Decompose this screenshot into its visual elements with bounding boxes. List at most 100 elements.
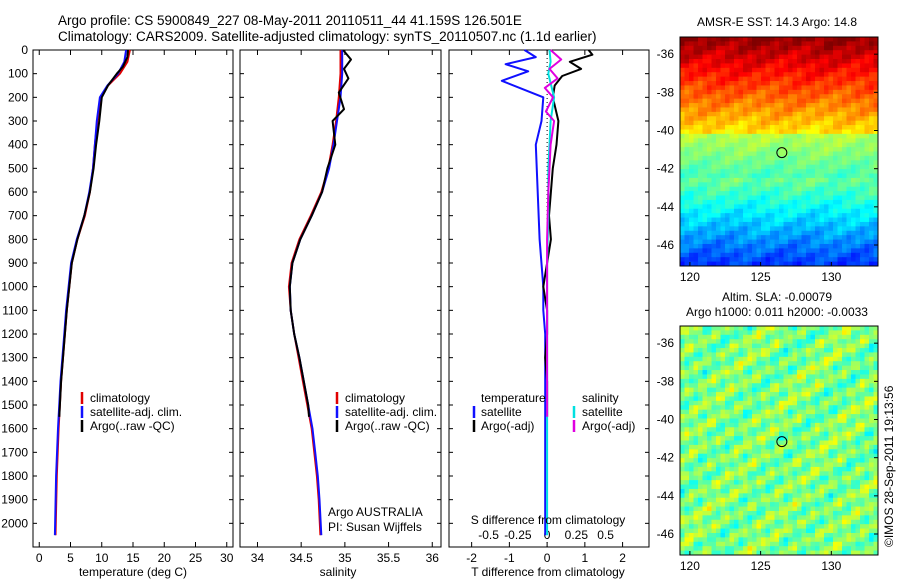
heatmap-cell xyxy=(819,502,825,508)
heatmap-cell xyxy=(684,41,690,47)
heatmap-cell xyxy=(842,133,848,139)
heatmap-cell xyxy=(801,252,807,258)
heatmap-cell xyxy=(752,471,758,477)
heatmap-cell xyxy=(783,356,789,362)
heatmap-cell xyxy=(702,248,708,254)
heatmap-cell xyxy=(738,515,744,521)
heatmap-cell xyxy=(707,226,713,232)
heatmap-cell xyxy=(707,155,713,161)
heatmap-cell xyxy=(707,76,713,82)
heatmap-cell xyxy=(869,541,875,547)
heatmap-cell xyxy=(792,239,798,245)
heatmap-cell xyxy=(860,133,866,139)
heatmap-cell xyxy=(783,330,789,336)
heatmap-cell xyxy=(788,414,794,420)
heatmap-cell xyxy=(752,261,758,266)
heatmap-cell xyxy=(702,160,708,166)
heatmap-cell xyxy=(851,133,857,139)
heatmap-cell xyxy=(698,89,704,95)
heatmap-cell xyxy=(819,120,825,126)
heatmap-cell xyxy=(869,444,875,450)
heatmap-cell xyxy=(806,261,812,266)
heatmap-cell xyxy=(684,129,690,135)
heatmap-cell xyxy=(743,480,749,486)
heatmap-cell xyxy=(689,235,695,241)
heatmap-cell xyxy=(770,370,776,376)
heatmap-cell xyxy=(828,418,834,424)
heatmap-cell xyxy=(680,409,686,415)
heatmap-cell xyxy=(702,471,708,477)
heatmap-cell xyxy=(761,352,767,358)
heatmap-cell xyxy=(747,239,753,245)
heatmap-cell xyxy=(792,484,798,490)
heatmap-cell xyxy=(720,226,726,232)
heatmap-cell xyxy=(756,418,762,424)
heatmap-cell xyxy=(734,484,740,490)
heatmap-cell xyxy=(747,120,753,126)
heatmap-cell xyxy=(684,348,690,354)
heatmap-cell xyxy=(738,257,744,263)
heatmap-cell xyxy=(797,370,803,376)
heatmap-cell xyxy=(792,182,798,188)
heatmap-cell xyxy=(711,199,717,205)
sla-map-title: Altim. SLA: -0.00079 xyxy=(722,290,832,304)
heatmap-cell xyxy=(797,50,803,56)
heatmap-cell xyxy=(824,532,830,538)
argo-float-marker xyxy=(776,436,788,448)
heatmap-cell xyxy=(824,217,830,223)
heatmap-cell xyxy=(680,94,686,100)
heatmap-cell xyxy=(806,405,812,411)
heatmap-cell xyxy=(716,370,722,376)
heatmap-cell xyxy=(810,348,816,354)
heatmap-cell xyxy=(815,169,821,175)
heatmap-cell xyxy=(734,103,740,109)
salinity-panel-frame xyxy=(239,49,442,548)
heatmap-cell xyxy=(774,147,780,153)
heatmap-cell xyxy=(869,510,875,516)
heatmap-cell xyxy=(693,235,699,241)
heatmap-cell xyxy=(815,502,821,508)
heatmap-cell xyxy=(698,436,704,442)
heatmap-cell xyxy=(869,502,875,508)
heatmap-cell xyxy=(873,120,878,126)
heatmap-cell xyxy=(869,230,875,236)
heatmap-cell xyxy=(743,348,749,354)
heatmap-cell xyxy=(729,54,735,60)
heatmap-cell xyxy=(774,116,780,122)
heatmap-cell xyxy=(855,213,861,219)
heatmap-cell xyxy=(864,217,870,223)
heatmap-cell xyxy=(806,352,812,358)
heatmap-cell xyxy=(833,515,839,521)
heatmap-cell xyxy=(729,94,735,100)
heatmap-cell xyxy=(801,138,807,144)
heatmap-cell xyxy=(864,462,870,468)
sla-map-subtitle: Argo h1000: 0.011 h2000: -0.0033 xyxy=(686,305,868,319)
heatmap-cell xyxy=(792,444,798,450)
heatmap-cell xyxy=(684,257,690,263)
heatmap-cell xyxy=(729,151,735,157)
heatmap-cell xyxy=(869,546,875,552)
heatmap-cell xyxy=(788,103,794,109)
heatmap-cell xyxy=(855,537,861,543)
heatmap-cell xyxy=(756,235,762,241)
heatmap-cell xyxy=(801,378,807,384)
heatmap-cell xyxy=(693,72,699,78)
heatmap-cell xyxy=(774,515,780,521)
heatmap-cell xyxy=(819,409,825,415)
heatmap-cell xyxy=(680,546,686,552)
heatmap-cell xyxy=(806,147,812,153)
heatmap-cell xyxy=(680,155,686,161)
heatmap-cell xyxy=(756,409,762,415)
heatmap-cell xyxy=(743,383,749,389)
heatmap-cell xyxy=(792,462,798,468)
heatmap-cell xyxy=(765,348,771,354)
heatmap-cell xyxy=(684,519,690,525)
heatmap-cell xyxy=(806,160,812,166)
heatmap-cell xyxy=(779,444,785,450)
heatmap-cell xyxy=(864,365,870,371)
heatmap-cell xyxy=(761,129,767,135)
heatmap-cell xyxy=(810,480,816,486)
heatmap-cell xyxy=(815,546,821,552)
heatmap-cell xyxy=(860,116,866,122)
heatmap-cell xyxy=(689,50,695,56)
